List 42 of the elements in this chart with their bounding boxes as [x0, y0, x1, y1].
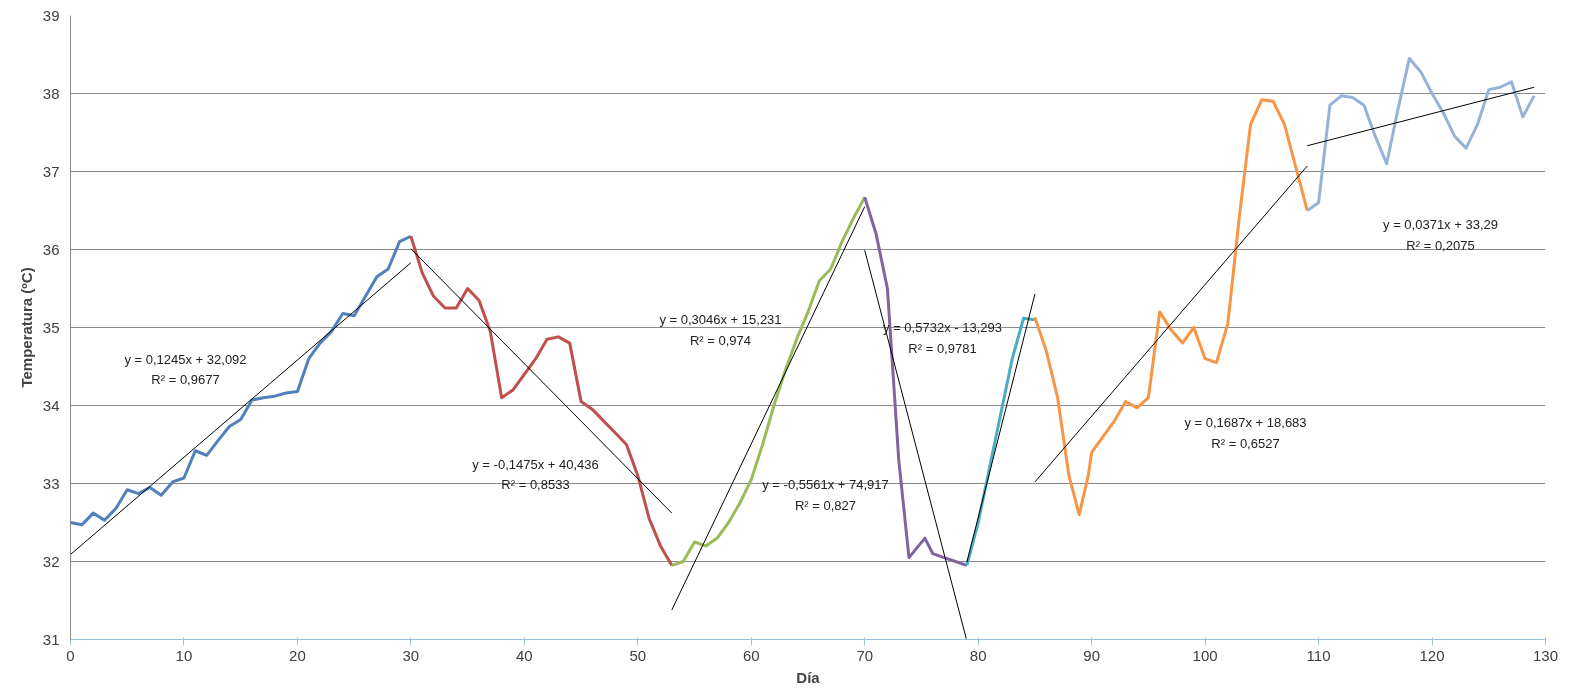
annotation: y = 0,5732x - 13,293	[883, 320, 1002, 335]
annotation: R² = 0,8533	[501, 477, 570, 492]
line-series	[1305, 56, 1536, 212]
x-axis-title: Día	[796, 668, 821, 686]
annotation: y = -0,1475x + 40,436	[472, 457, 599, 472]
annotation: y = 0,1687x + 18,683	[1184, 415, 1307, 430]
annotation: y = 0,1245x + 32,092	[124, 352, 247, 367]
x-tick-label: 50	[629, 646, 647, 664]
x-tick-label: 100	[1192, 646, 1218, 664]
x-tick-label: 40	[516, 646, 533, 664]
annotation: R² = 0,9677	[151, 372, 220, 387]
x-tick-label: 80	[969, 646, 987, 664]
annotation: R² = 0,974	[689, 333, 752, 348]
x-tick-label: 120	[1419, 646, 1445, 664]
annotation: R² = 0,6527	[1211, 436, 1280, 451]
y-axis-title: Temperatura (ºC)	[17, 267, 35, 388]
y-tick-label: 38	[42, 84, 60, 102]
annotation: y = 0,0371x + 33,29	[1383, 217, 1498, 232]
y-tick-label: 35	[42, 318, 60, 336]
x-tick-label: 10	[175, 646, 193, 664]
y-tick-label: 32	[42, 552, 60, 570]
annotation: R² = 0,2075	[1406, 238, 1475, 253]
annotation: R² = 0,827	[794, 498, 857, 513]
line-series	[70, 234, 413, 527]
y-tick-label: 39	[42, 6, 60, 24]
line-series	[1033, 98, 1309, 517]
y-tick-label: 33	[42, 474, 60, 492]
x-tick-label: 20	[289, 646, 306, 664]
x-tick-label: 70	[856, 646, 874, 664]
x-tick-label: 30	[402, 646, 420, 664]
x-tick-label: 130	[1532, 646, 1559, 664]
x-tick-label: 110	[1306, 646, 1331, 664]
annotation: R² = 0,9781	[908, 341, 977, 356]
annotation: y = -0,5561x + 74,917	[762, 477, 889, 492]
y-tick-label: 31	[42, 630, 60, 648]
y-tick-label: 34	[42, 396, 60, 414]
y-tick-label: 36	[42, 240, 60, 258]
x-tick-label: 90	[1083, 646, 1100, 664]
annotation: y = 0,3046x + 15,231	[659, 312, 782, 327]
y-tick-label: 37	[42, 162, 60, 180]
x-tick-label: 0	[66, 646, 75, 664]
x-tick-label: 60	[742, 646, 760, 664]
